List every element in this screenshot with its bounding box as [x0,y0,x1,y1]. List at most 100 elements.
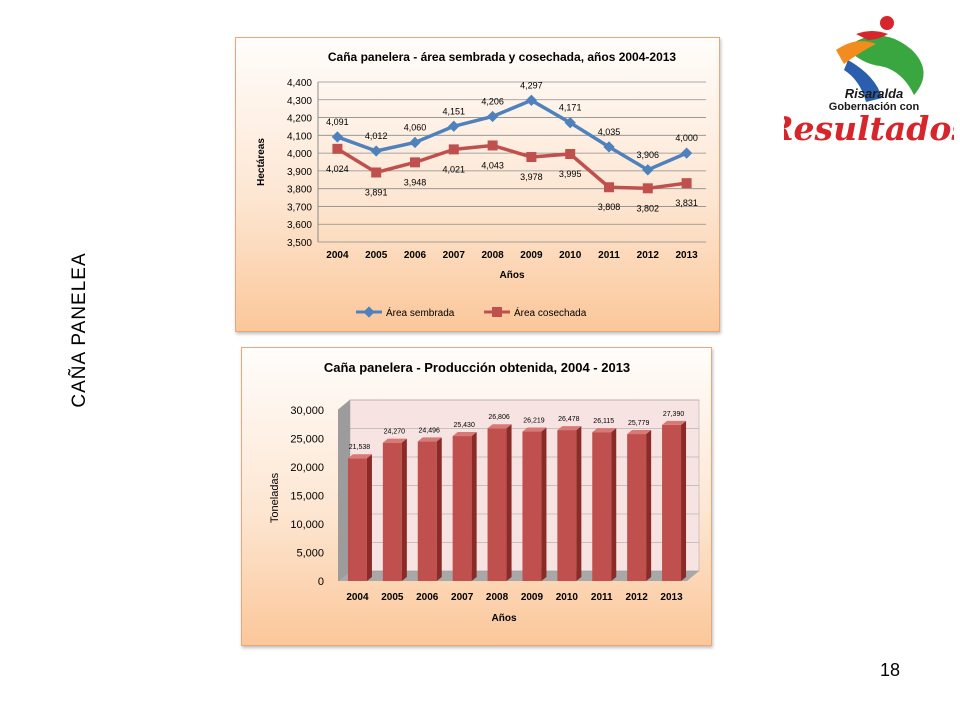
y-tick-label: 3,600 [287,220,312,231]
legend-label-1: Área sembrada [386,306,455,319]
x-tick-label: 2010 [559,250,582,261]
y-axis-label: Hectáreas [256,138,267,186]
x-tick-label: 2007 [451,592,474,603]
data-label: 3,831 [675,198,698,208]
data-label: 4,151 [443,106,466,116]
risaralda-logo: Risaralda Gobernación con Resultados [784,16,954,148]
legend-marker-1 [363,306,375,318]
x-tick-label: 2005 [365,250,388,261]
data-point [642,183,653,194]
data-label: 4,060 [404,122,427,132]
data-label: 3,802 [637,203,660,213]
x-axis-label: Años [500,270,525,281]
data-point [487,140,498,151]
legend-marker-2 [492,307,502,317]
data-point [681,178,692,189]
y-tick-label: 30,000 [290,405,324,417]
bar-side [506,424,512,581]
x-tick-label: 2011 [591,592,613,603]
logo-figure-icon [836,16,924,102]
data-label: 25,430 [453,422,475,429]
x-tick-label: 2006 [404,250,427,261]
data-point [486,110,499,123]
bar-top [452,432,477,437]
logo-line1: Risaralda [845,86,904,101]
data-point [680,147,693,159]
chart-title: Caña panelera - Producción obtenida, 200… [324,360,630,375]
gridline [337,399,699,411]
series-line-1 [336,98,688,172]
x-tick-label: 2012 [637,250,660,261]
bar [662,424,682,581]
y-tick-label: 3,900 [287,167,312,178]
data-label: 27,390 [663,411,685,418]
x-tick-label: 2004 [346,592,369,603]
logo-line3: Resultados [784,109,954,148]
bar [382,442,402,581]
data-point [371,167,382,178]
bar-side [436,437,442,581]
data-label: 4,043 [481,160,504,170]
bar [347,458,367,581]
data-point [370,145,382,157]
x-tick-label: 2013 [675,250,698,261]
data-point [604,182,614,193]
bar-side [401,438,407,581]
data-label: 3,948 [404,177,427,187]
y-tick-label: 25,000 [290,434,324,446]
area-line-chart: Caña panelera - área sembrada y cosechad… [256,50,706,319]
data-label: 26,806 [488,414,510,421]
y-tick-label: 0 [318,576,324,588]
data-point [525,94,538,106]
x-tick-label: 2005 [381,592,404,603]
y-tick-label: 4,300 [287,96,312,107]
y-tick-label: 5,000 [296,548,324,560]
data-point [410,157,420,168]
bar-side [681,420,687,581]
x-tick-label: 2008 [486,592,509,603]
data-label: 4,000 [675,133,698,143]
bar-side [611,428,617,581]
bar-top [522,427,547,432]
data-label: 3,995 [559,169,582,179]
bar [627,434,647,581]
bar [522,431,542,581]
bar-top [557,426,582,431]
data-label: 4,024 [326,164,349,174]
data-label: 3,906 [637,150,660,160]
bar-side [576,426,582,581]
production-chart-panel: Caña panelera - Producción obtenida, 200… [241,347,712,646]
y-tick-label: 4,400 [287,78,312,89]
data-point [409,136,421,149]
data-label: 26,115 [593,418,614,425]
y-tick-label: 3,800 [287,185,312,196]
bar [487,428,507,581]
x-tick-label: 2006 [416,592,439,603]
y-tick-label: 20,000 [290,462,324,474]
x-tick-label: 2013 [660,592,683,603]
y-tick-label: 15,000 [290,491,324,503]
data-point [332,143,343,154]
data-label: 3,978 [520,172,543,182]
data-label: 4,206 [481,96,504,106]
series-line-2 [336,143,687,191]
data-label: 21,538 [349,444,371,451]
x-tick-label: 2007 [443,250,466,261]
bar-side [541,427,547,581]
data-label: 3,808 [598,202,621,212]
chart-title: Caña panelera - área sembrada y cosechad… [328,50,677,64]
x-tick-label: 2008 [481,250,504,261]
data-label: 25,779 [628,420,650,427]
x-tick-label: 2009 [520,250,543,261]
x-tick-label: 2012 [626,592,649,603]
data-label: 4,035 [598,127,621,137]
bar-top [487,424,512,429]
side-title: CAÑA PANELEA [69,252,90,408]
gridline [337,428,699,439]
y-tick-label: 4,000 [287,149,312,160]
data-label: 4,021 [443,164,466,174]
bar-top [592,428,617,433]
y-tick-label: 3,700 [287,202,312,213]
production-bar-chart: Caña panelera - Producción obtenida, 200… [269,360,700,624]
page-number: 18 [880,660,901,680]
